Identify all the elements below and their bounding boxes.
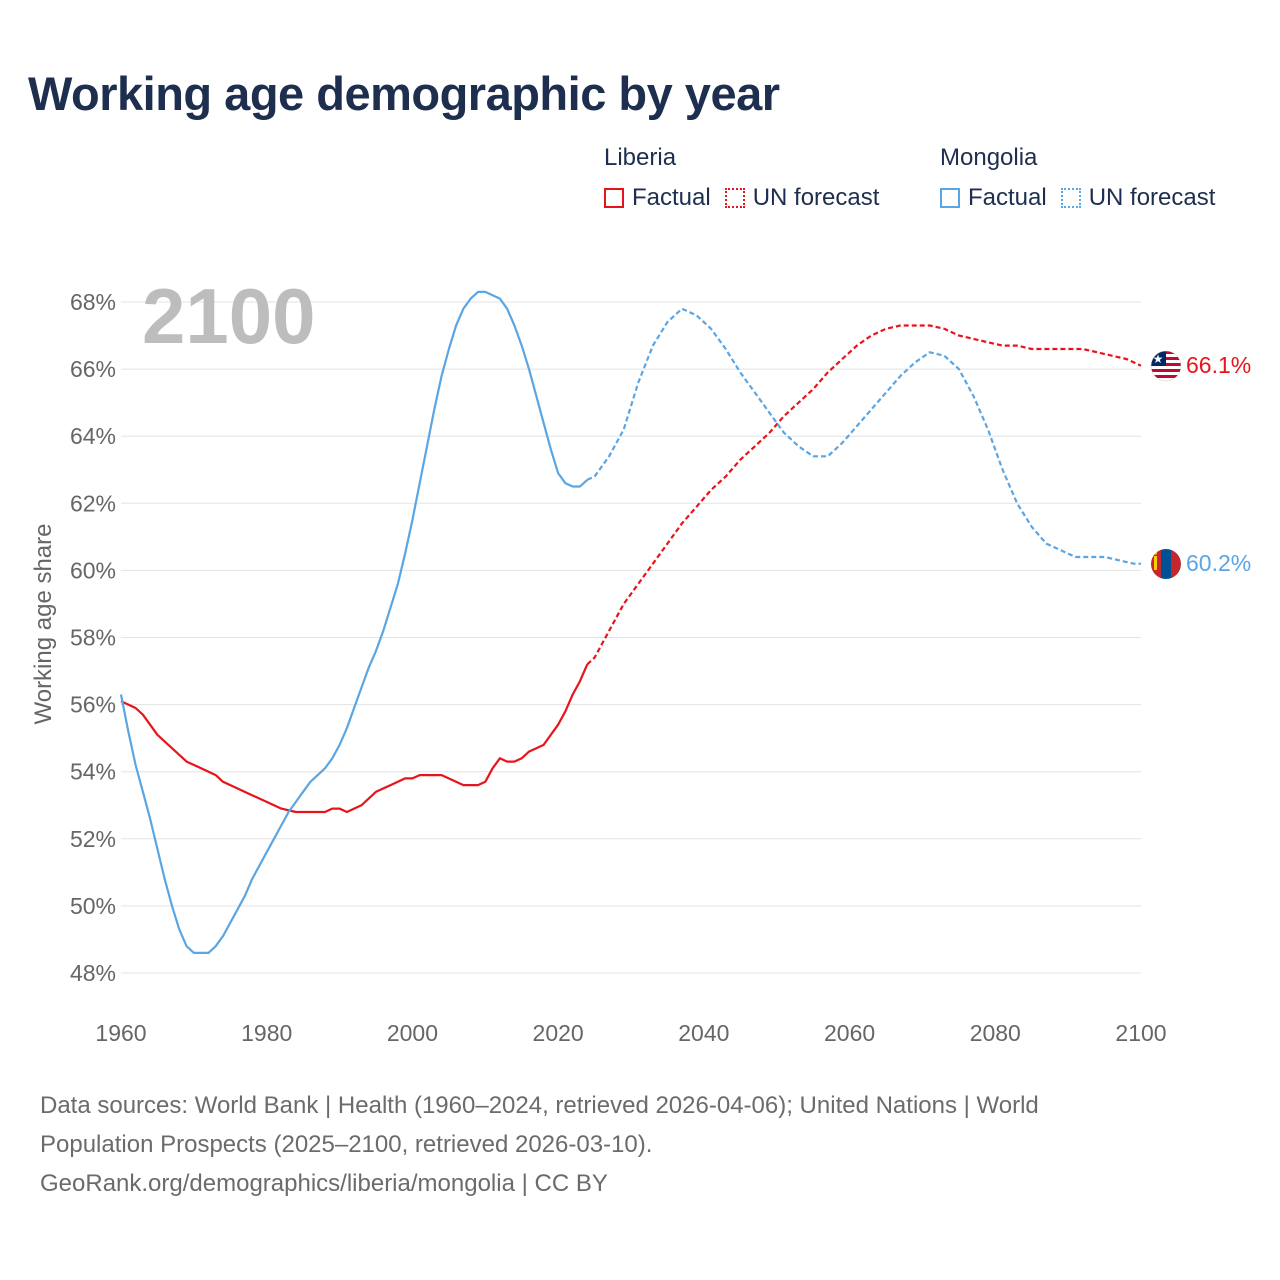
mongolia-flag-icon [1151, 549, 1181, 579]
legend-group-mongolia: Mongolia Factual UN forecast [940, 142, 1229, 212]
series-line-liberia-factual[interactable] [120, 663, 589, 814]
series-line-mongolia-factual[interactable] [119, 290, 589, 954]
x-tick-label: 2080 [970, 1020, 1021, 1046]
x-tick-label: 1960 [95, 1020, 146, 1046]
series-lines [119, 290, 1142, 954]
x-axis-ticks: 1960 1980 2000 2020 2040 2060 2080 2100 [95, 1020, 1166, 1046]
y-tick-label: 50% [70, 893, 116, 919]
legend-group-label: Mongolia [940, 144, 1038, 171]
y-tick-label: 62% [70, 490, 116, 516]
y-tick-label: 48% [70, 960, 116, 986]
y-axis-ticks: 48% 50% 52% 54% 56% 58% 60% 62% 64% 66% 68% [70, 289, 116, 986]
legend-swatch-solid [940, 188, 960, 208]
y-axis-label: Working age share [30, 524, 57, 725]
series-line-mongolia-forecast[interactable] [586, 307, 1141, 565]
y-tick-label: 52% [70, 826, 116, 852]
chart-title: Working age demographic by year [28, 67, 780, 120]
liberia-flag-icon: ★ [1150, 350, 1182, 382]
legend-item-liberia-factual[interactable]: Factual [604, 184, 711, 212]
x-tick-label: 2060 [824, 1020, 875, 1046]
x-tick-label: 2020 [533, 1020, 584, 1046]
legend-item-mongolia-forecast[interactable]: UN forecast [1060, 184, 1216, 212]
y-tick-label: 66% [70, 356, 116, 382]
sources-link[interactable]: GeoRank.org/demographics/liberia/mongoli… [40, 1170, 608, 1197]
x-tick-label: 2100 [1115, 1020, 1166, 1046]
sources-line-2: Population Prospects (2025–2100, retriev… [40, 1131, 653, 1158]
legend-group-liberia: Liberia Factual UN forecast [604, 142, 893, 212]
legend-item-mongolia-factual[interactable]: Factual [940, 184, 1047, 212]
x-tick-label: 2040 [678, 1020, 729, 1046]
legend-swatch-dotted [724, 188, 745, 208]
gridlines [121, 301, 1141, 974]
y-tick-label: 60% [70, 557, 116, 583]
year-watermark: 2100 [142, 272, 316, 360]
y-tick-label: 68% [70, 289, 116, 315]
end-label-mongolia: 60.2% [1186, 550, 1251, 576]
legend-item-liberia-forecast[interactable]: UN forecast [724, 184, 880, 212]
x-tick-label: 1980 [241, 1020, 292, 1046]
svg-text:★: ★ [1153, 352, 1164, 366]
legend-swatch-dotted [1060, 188, 1081, 208]
end-label-liberia: 66.1% [1186, 352, 1251, 378]
y-tick-label: 58% [70, 625, 116, 651]
legend-group-label: Liberia [604, 144, 677, 171]
legend-label: UN forecast [1088, 184, 1216, 211]
series-line-liberia-forecast[interactable] [586, 324, 1142, 666]
y-tick-label: 64% [70, 423, 116, 449]
data-sources: Data sources: World Bank | Health (1960–… [40, 1086, 1220, 1203]
legend-swatch-solid [604, 188, 624, 208]
y-tick-label: 54% [70, 759, 116, 785]
legend-label: Factual [632, 184, 711, 211]
y-tick-label: 56% [70, 692, 116, 718]
sources-line-1: Data sources: World Bank | Health (1960–… [40, 1092, 1039, 1119]
x-tick-label: 2000 [387, 1020, 438, 1046]
legend-label: UN forecast [752, 184, 880, 211]
legend-label: Factual [968, 184, 1047, 211]
